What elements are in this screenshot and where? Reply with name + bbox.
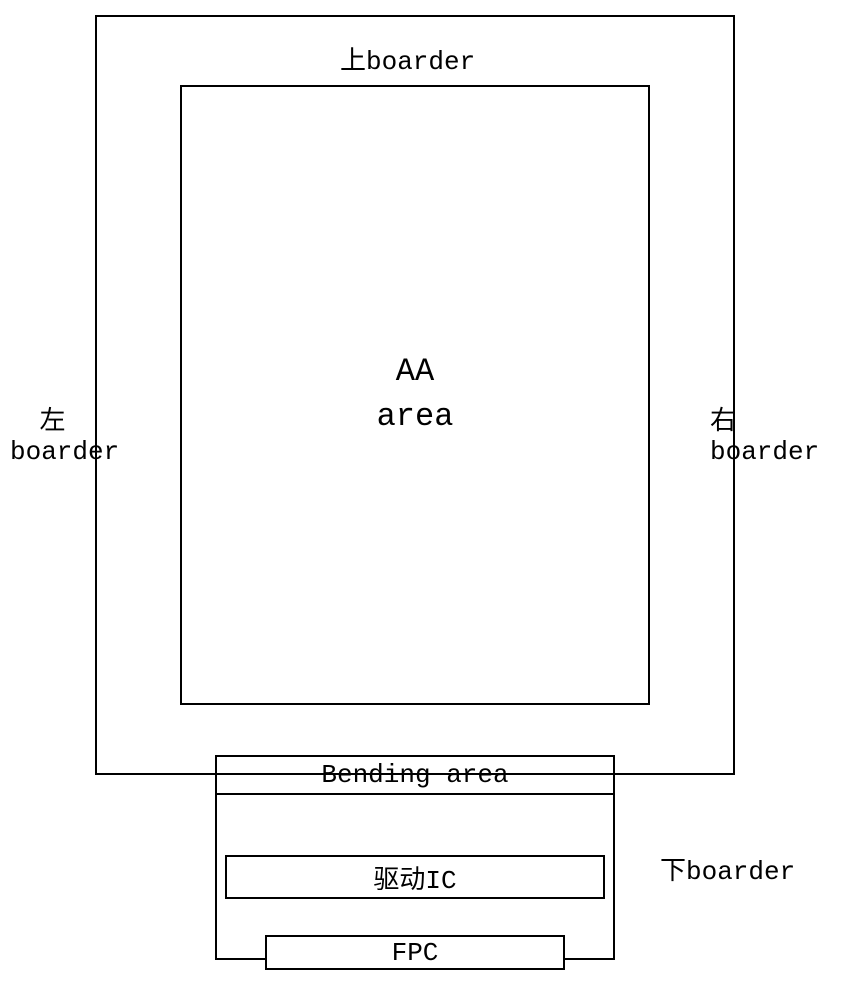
bending-area-label: Bending area [321,760,508,790]
aa-area-label: AA area [377,350,454,440]
connector-left-horizontal [215,958,267,960]
driver-ic-label: 驱动IC [373,859,456,896]
top-border-label: 上boarder [340,40,475,77]
bottom-border-label: 下boarder [660,850,795,887]
connector-right-horizontal [563,958,615,960]
fpc: FPC [265,935,565,970]
aa-area: AA area [180,85,650,705]
diagram-container: AA area 上boarder 左boarder 右boarder 下boar… [0,0,842,1000]
right-border-label: 右boarder [710,400,840,467]
bending-area: Bending area [215,755,615,795]
connector-right-vertical [613,795,615,960]
aa-line2: area [377,398,454,435]
left-border-label: 左boarder [10,400,95,467]
connector-left-vertical [215,795,217,960]
fpc-label: FPC [392,938,439,968]
driver-ic: 驱动IC [225,855,605,899]
aa-line1: AA [396,353,434,390]
